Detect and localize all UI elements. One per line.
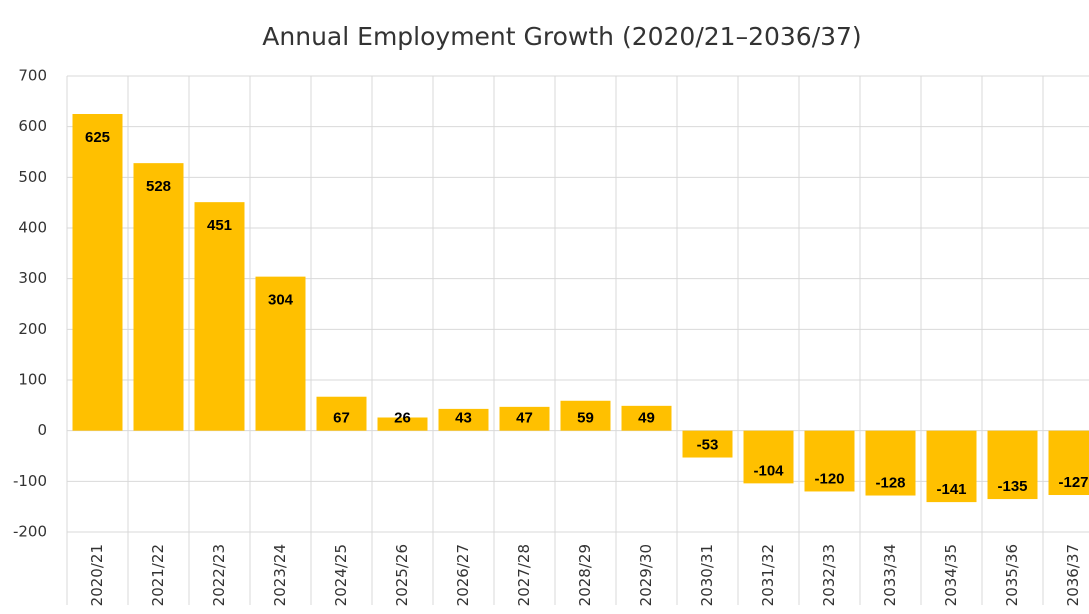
- bar: [316, 396, 367, 431]
- x-tick-label: 2024/25: [332, 544, 350, 606]
- data-label: -128: [875, 474, 905, 491]
- bar: [682, 430, 733, 458]
- bar: [621, 405, 672, 431]
- x-tick-label: 2020/21: [88, 544, 106, 606]
- x-tick-label: 2023/24: [271, 544, 289, 606]
- x-tick-label: 2035/36: [1003, 544, 1021, 606]
- y-tick-label: 400: [18, 219, 47, 237]
- x-tick-label: 2030/31: [698, 544, 716, 606]
- data-label: -135: [997, 478, 1027, 495]
- data-label: -53: [697, 436, 719, 453]
- bar: [560, 400, 611, 431]
- y-tick-label: 200: [18, 320, 47, 338]
- bar: [255, 276, 306, 431]
- x-tick-label: 2021/22: [149, 544, 167, 606]
- data-label: -104: [753, 462, 784, 479]
- bar: [926, 430, 977, 503]
- bar: [438, 408, 489, 431]
- y-tick-label: 300: [18, 269, 47, 287]
- bar: [194, 202, 245, 431]
- data-label: 59: [577, 410, 594, 427]
- x-tick-label: 2034/35: [942, 544, 960, 606]
- x-tick-label: 2036/37: [1064, 544, 1082, 606]
- y-tick-label: -100: [13, 472, 47, 490]
- bar: [987, 430, 1038, 500]
- bar: [377, 417, 428, 431]
- bar: [804, 430, 855, 492]
- data-label: 625: [85, 129, 110, 146]
- data-label: 43: [455, 410, 472, 427]
- data-label: -141: [936, 481, 966, 498]
- y-tick-label: 500: [18, 168, 47, 186]
- data-label: -127: [1058, 474, 1088, 491]
- chart-title: Annual Employment Growth (2020/21–2036/3…: [262, 22, 861, 51]
- data-label: 304: [268, 292, 294, 309]
- y-tick-label: -200: [13, 523, 47, 541]
- bar: [1048, 430, 1089, 496]
- x-tick-label: 2028/29: [576, 544, 594, 606]
- y-tick-label: 700: [18, 67, 47, 85]
- bar: [865, 430, 916, 496]
- data-label: 49: [638, 410, 655, 427]
- bar: [133, 163, 184, 431]
- data-label: 451: [207, 217, 232, 234]
- y-tick-label: 600: [18, 117, 47, 135]
- data-label: 528: [146, 178, 171, 195]
- bar: [499, 406, 550, 431]
- x-tick-label: 2027/28: [515, 544, 533, 606]
- x-tick-label: 2025/26: [393, 544, 411, 606]
- x-tick-label: 2026/27: [454, 544, 472, 606]
- y-tick-label: 0: [37, 421, 47, 439]
- x-tick-label: 2032/33: [820, 544, 838, 606]
- data-label: 47: [516, 410, 533, 427]
- data-label: 67: [333, 410, 350, 427]
- x-tick-label: 2029/30: [637, 544, 655, 606]
- x-tick-label: 2031/32: [759, 544, 777, 606]
- data-label: -120: [814, 470, 844, 487]
- y-tick-label: 100: [18, 371, 47, 389]
- bar: [743, 430, 794, 484]
- x-tick-label: 2022/23: [210, 544, 228, 606]
- bar: [72, 114, 123, 431]
- x-tick-label: 2033/34: [881, 544, 899, 606]
- data-label: 26: [394, 410, 411, 427]
